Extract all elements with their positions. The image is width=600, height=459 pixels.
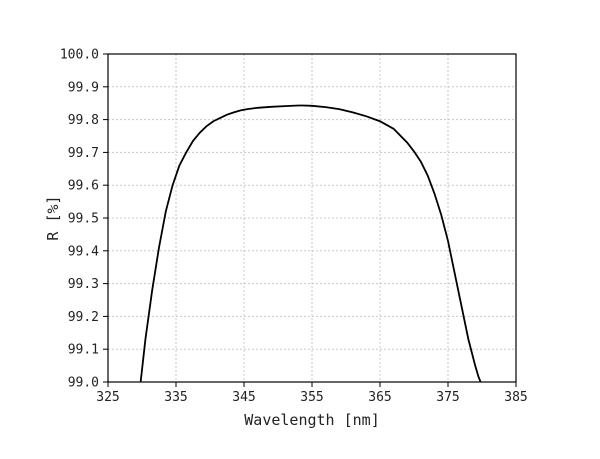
x-axis-title: Wavelength [nm]: [244, 411, 379, 429]
x-tick-label: 325: [96, 390, 119, 405]
y-tick-label: 99.1: [68, 343, 99, 358]
x-tick-label: 355: [300, 390, 323, 405]
grid: [108, 54, 516, 382]
tick-labels: 325 335 345 355 365 375 385 99.0 99.1 99.2 99.3 99.…: [60, 48, 528, 406]
y-tick-label: 99.3: [68, 277, 99, 292]
y-tick-label: 99.6: [68, 179, 99, 194]
y-tick-label: 99.8: [68, 113, 99, 128]
y-axis-title: R [%]: [44, 195, 62, 240]
series-line: [139, 104, 482, 383]
y-tick-label: 99.2: [68, 310, 99, 325]
y-tick-label: 99.5: [68, 212, 99, 227]
axis-ticks: [103, 53, 517, 387]
y-tick-label: 99.9: [68, 80, 99, 95]
y-tick-label: 99.7: [68, 146, 99, 161]
x-tick-label: 365: [368, 390, 391, 405]
y-tick-label: 99.0: [68, 376, 99, 391]
plot-frame: [107, 53, 517, 383]
y-tick-label: 99.4: [68, 244, 99, 259]
x-tick-label: 335: [164, 390, 187, 405]
y-tick-label: 100.0: [60, 48, 99, 63]
x-tick-label: 375: [436, 390, 459, 405]
x-tick-label: 345: [232, 390, 255, 405]
x-tick-label: 385: [504, 390, 527, 405]
